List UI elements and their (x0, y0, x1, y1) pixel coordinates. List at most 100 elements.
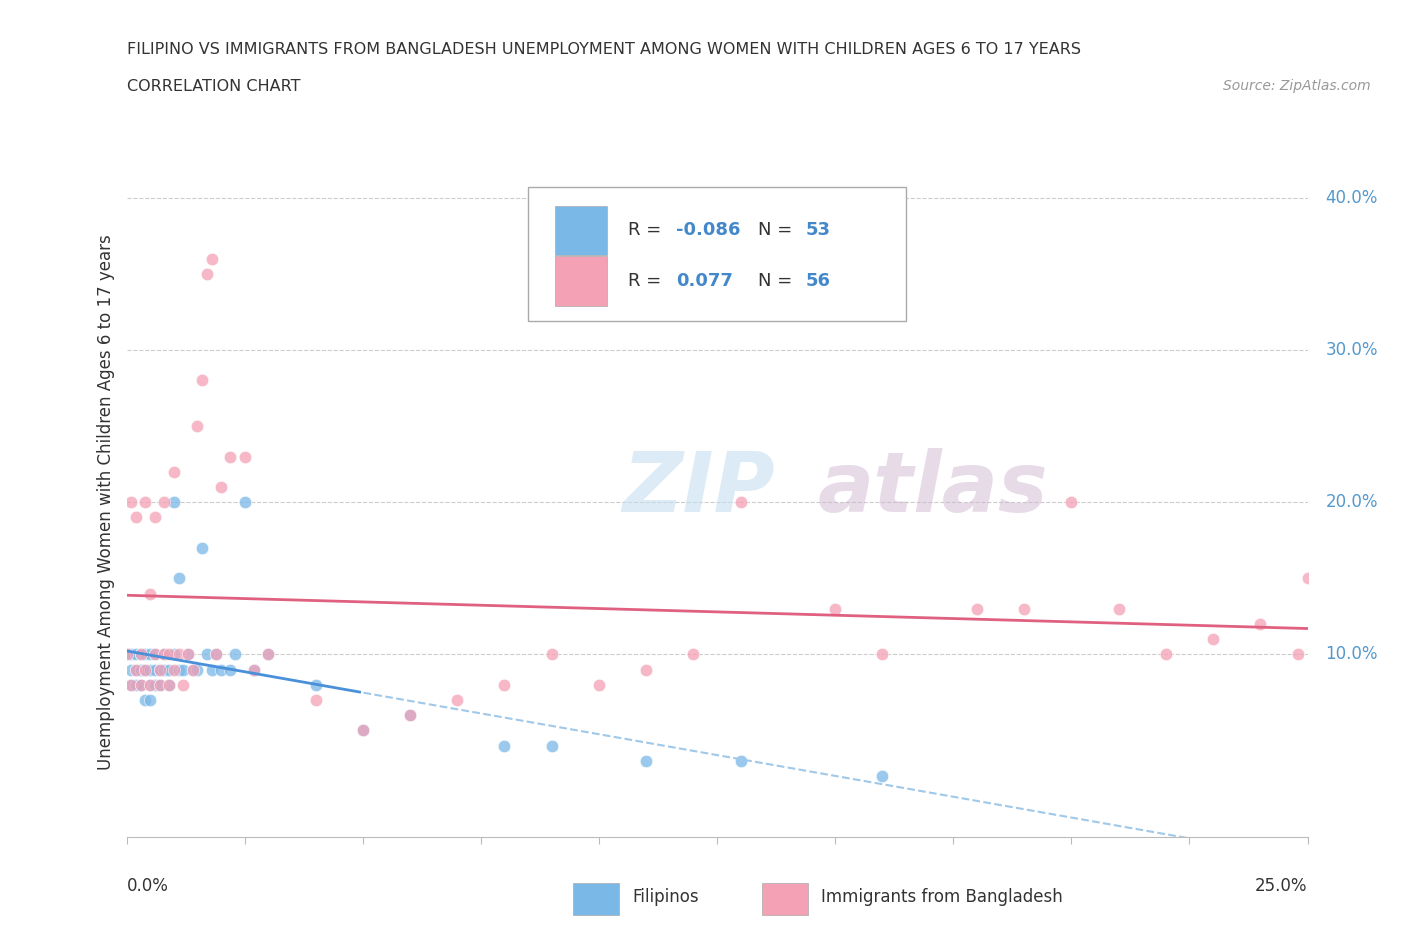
Point (682, 647, 704, 662)
Point (139, 677, 162, 692)
Point (191, 373, 214, 388)
Point (120, 677, 142, 692)
Point (966, 602, 988, 617)
Point (153, 647, 176, 662)
Text: 25.0%: 25.0% (1256, 877, 1308, 896)
Point (257, 647, 280, 662)
Text: Source: ZipAtlas.com: Source: ZipAtlas.com (1223, 79, 1371, 93)
Point (125, 510, 148, 525)
Point (1286, 647, 1309, 662)
Text: 0.0%: 0.0% (127, 877, 169, 896)
Text: CORRELATION CHART: CORRELATION CHART (127, 79, 299, 94)
Text: atlas: atlas (817, 448, 1047, 529)
Point (129, 677, 152, 692)
Point (1296, 571, 1319, 586)
Point (1202, 631, 1225, 646)
Point (200, 662, 222, 677)
Point (153, 647, 176, 662)
Point (304, 677, 326, 692)
Point (163, 662, 186, 677)
Text: Immigrants from Bangladesh: Immigrants from Bangladesh (821, 888, 1063, 906)
Point (143, 677, 166, 692)
Text: 0.077: 0.077 (676, 272, 733, 290)
Point (219, 449, 242, 464)
Point (134, 693, 156, 708)
Point (1249, 617, 1271, 631)
Point (134, 495, 156, 510)
Point (125, 677, 148, 692)
Point (139, 693, 162, 708)
Point (120, 662, 142, 677)
Point (181, 662, 204, 677)
Text: 53: 53 (806, 221, 831, 239)
Point (115, 647, 138, 662)
Point (399, 708, 422, 723)
Point (1108, 602, 1130, 617)
Text: ZIP: ZIP (623, 448, 775, 529)
Point (163, 647, 186, 662)
FancyBboxPatch shape (762, 883, 808, 915)
Text: N =: N = (758, 272, 799, 290)
Text: 56: 56 (806, 272, 831, 290)
Point (163, 495, 186, 510)
Point (243, 662, 266, 677)
Point (304, 693, 326, 708)
Point (143, 647, 166, 662)
Point (149, 677, 172, 692)
Point (129, 677, 152, 692)
Point (540, 647, 562, 662)
Text: 30.0%: 30.0% (1326, 341, 1378, 359)
Point (172, 677, 194, 692)
Point (177, 647, 200, 662)
Point (172, 662, 194, 677)
Point (446, 693, 468, 708)
Text: N =: N = (758, 221, 799, 239)
Point (191, 540, 214, 555)
Point (167, 662, 190, 677)
Point (157, 647, 180, 662)
Point (125, 662, 148, 677)
Point (209, 480, 232, 495)
Point (167, 571, 190, 586)
Point (134, 662, 156, 677)
Point (494, 677, 516, 692)
Text: Filipinos: Filipinos (633, 888, 699, 906)
Point (139, 662, 162, 677)
Point (200, 251, 222, 266)
Point (125, 662, 148, 677)
Point (157, 677, 180, 692)
Text: 40.0%: 40.0% (1326, 189, 1378, 206)
Point (157, 662, 180, 677)
Point (129, 647, 152, 662)
Point (195, 647, 218, 662)
FancyBboxPatch shape (555, 206, 607, 255)
Point (224, 647, 246, 662)
Point (125, 647, 148, 662)
Point (730, 753, 752, 768)
Point (494, 738, 516, 753)
Point (129, 647, 152, 662)
Point (134, 662, 156, 677)
Text: 20.0%: 20.0% (1326, 493, 1378, 512)
Point (177, 647, 200, 662)
Point (149, 677, 172, 692)
Point (636, 753, 658, 768)
Point (129, 662, 152, 677)
Text: 10.0%: 10.0% (1326, 645, 1378, 663)
Text: -0.086: -0.086 (676, 221, 740, 239)
Point (181, 662, 204, 677)
Point (352, 723, 374, 737)
Point (195, 267, 218, 282)
Point (163, 464, 186, 479)
Point (1012, 602, 1035, 617)
Point (205, 647, 228, 662)
Point (129, 662, 152, 677)
Point (134, 647, 156, 662)
Point (872, 769, 894, 784)
Y-axis label: Unemployment Among Women with Children Ages 6 to 17 years: Unemployment Among Women with Children A… (97, 234, 115, 770)
Point (115, 647, 138, 662)
Point (824, 602, 846, 617)
Point (636, 662, 658, 677)
Point (588, 677, 610, 692)
Point (153, 495, 176, 510)
